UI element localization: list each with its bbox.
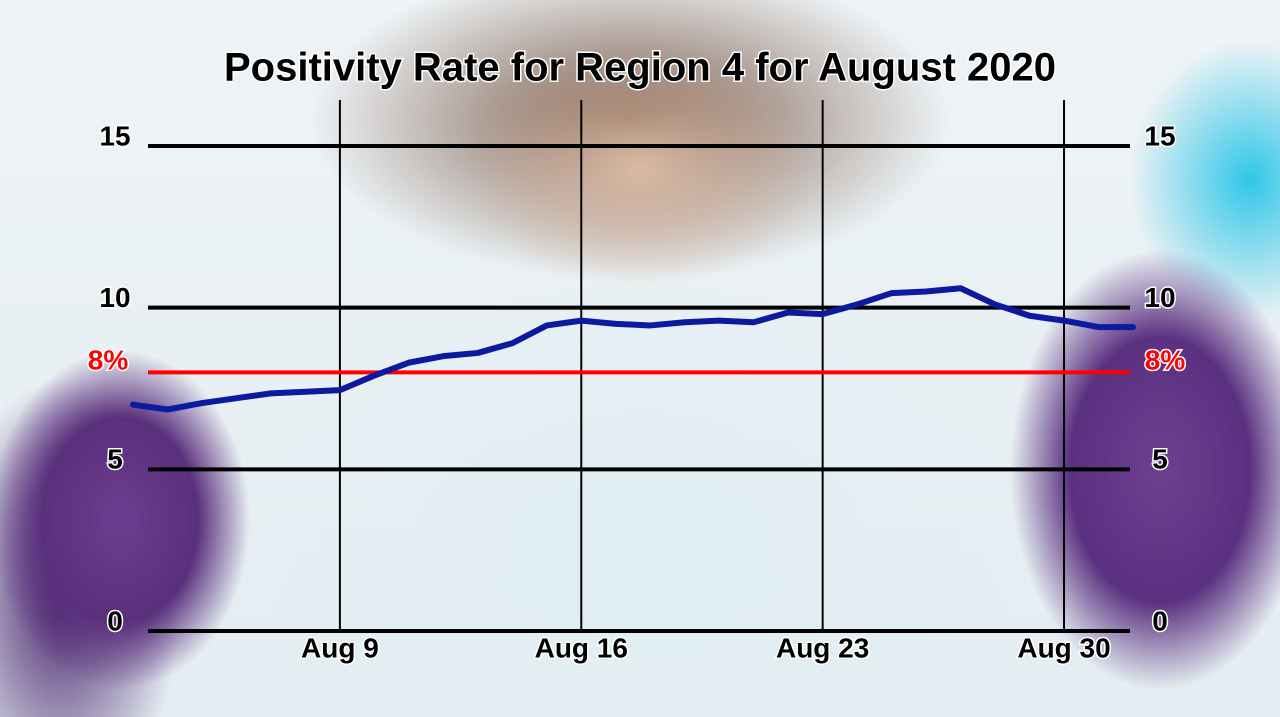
chart-title: Positivity Rate for Region 4 for August … bbox=[224, 46, 1056, 90]
x-tick-label: Aug 9 bbox=[301, 632, 379, 663]
y-tick-label-right: 10 bbox=[1144, 282, 1175, 313]
reference-label: 8% bbox=[88, 345, 129, 376]
y-tick-label-right: 5 bbox=[1152, 444, 1168, 475]
data-line bbox=[130, 285, 1136, 413]
y-tick-label: 0 bbox=[107, 605, 123, 636]
y-tick-label-right: 0 bbox=[1152, 605, 1168, 636]
x-tick-label: Aug 16 bbox=[535, 632, 628, 663]
y-tick-label-right: 15 bbox=[1144, 120, 1175, 151]
y-tick-label: 10 bbox=[99, 282, 130, 313]
y-tick-label: 5 bbox=[107, 444, 123, 475]
reference-label-right: 8% bbox=[1145, 345, 1186, 376]
y-tick-label: 15 bbox=[99, 120, 130, 151]
x-tick-label: Aug 30 bbox=[1017, 632, 1110, 663]
x-tick-label: Aug 23 bbox=[776, 632, 869, 663]
